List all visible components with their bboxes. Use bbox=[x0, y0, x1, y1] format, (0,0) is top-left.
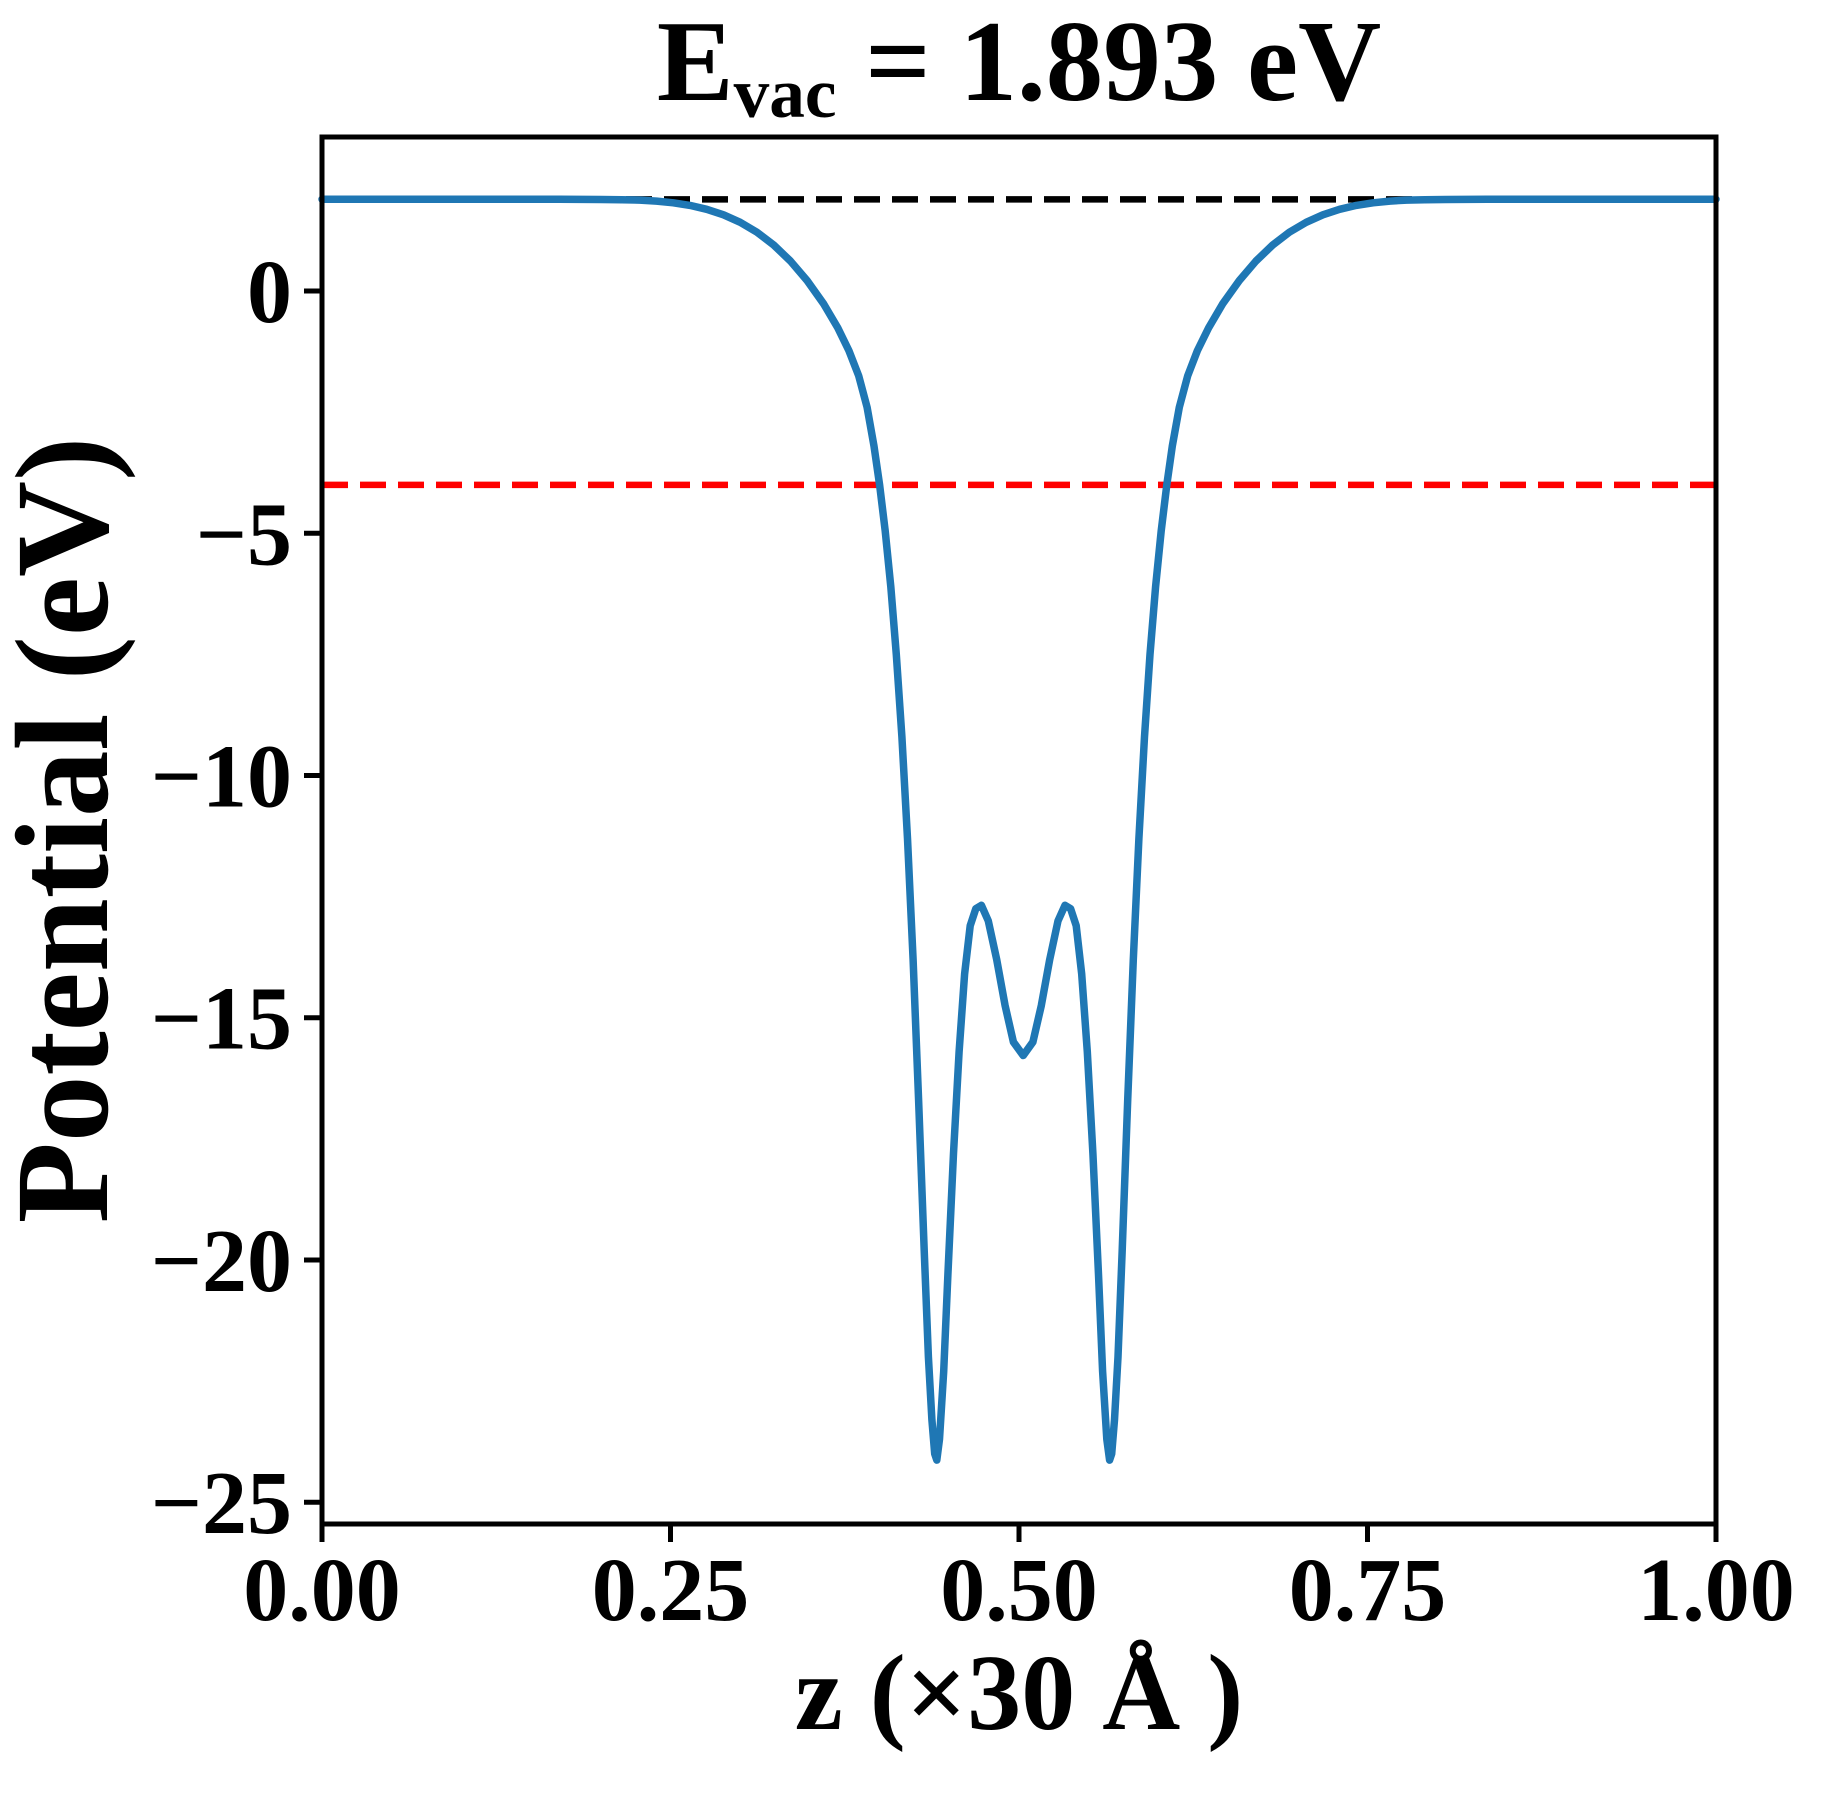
x-tick-label: 1.00 bbox=[1637, 1541, 1795, 1640]
y-tick-label: 0 bbox=[247, 243, 292, 342]
title-subscript: vac bbox=[733, 54, 837, 134]
y-tick-label: −25 bbox=[151, 1454, 292, 1553]
x-tick-label: 0.00 bbox=[243, 1541, 401, 1640]
y-tick-label: −10 bbox=[151, 728, 292, 827]
x-axis-label: z (×30 Å ) bbox=[794, 1634, 1244, 1753]
title-symbol: E bbox=[656, 0, 734, 125]
x-tick-label: 0.25 bbox=[592, 1541, 750, 1640]
plot-border bbox=[319, 134, 1719, 1527]
planar-averaged-potential-curve bbox=[318, 195, 1720, 1464]
title-rest: = 1.893 eV bbox=[836, 0, 1382, 125]
chart-title: Evac = 1.893 eV bbox=[322, 4, 1716, 129]
x-tick-label: 0.50 bbox=[940, 1541, 1098, 1640]
x-tick-label: 0.75 bbox=[1289, 1541, 1447, 1640]
y-tick-label: −15 bbox=[151, 970, 292, 1069]
y-axis-label: Potential (eV) bbox=[0, 436, 136, 1224]
y-tick-label: −5 bbox=[196, 485, 292, 584]
y-tick-label: −20 bbox=[151, 1212, 292, 1311]
